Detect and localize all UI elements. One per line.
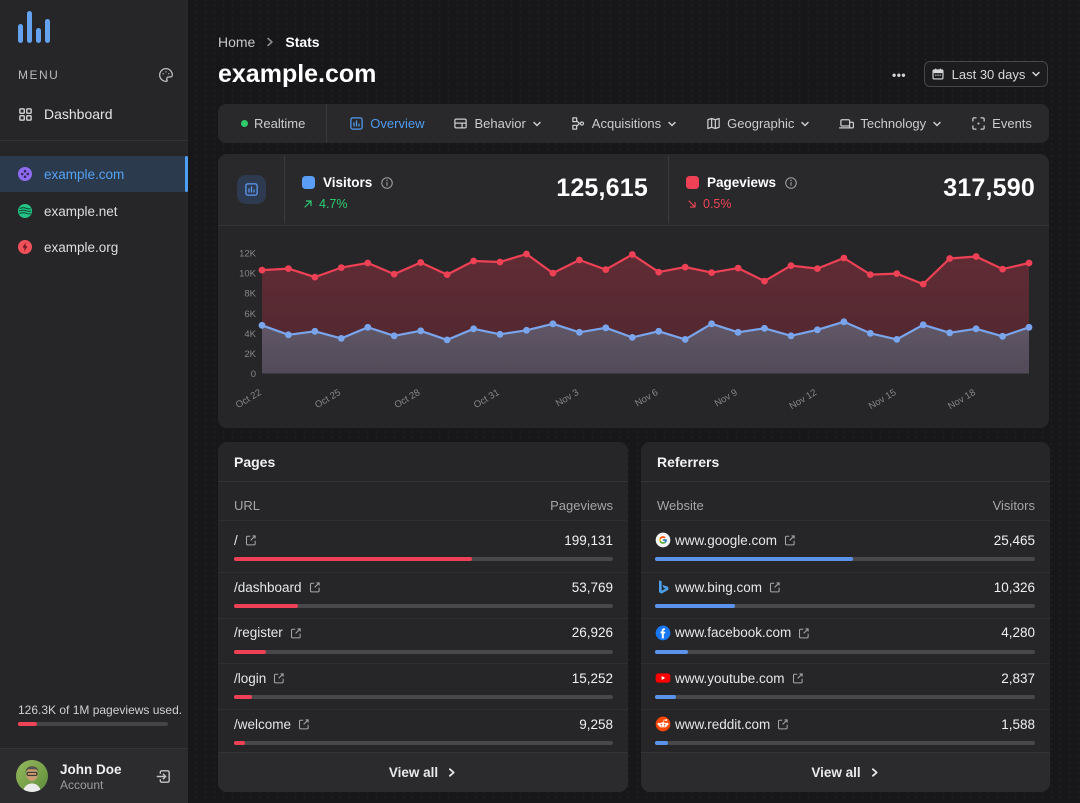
svg-text:4K: 4K xyxy=(244,329,256,340)
svg-text:Nov 15: Nov 15 xyxy=(867,387,898,412)
svg-text:Nov 12: Nov 12 xyxy=(787,387,818,412)
svg-text:Oct 28: Oct 28 xyxy=(393,387,423,411)
svg-text:2K: 2K xyxy=(244,349,256,360)
svg-text:10K: 10K xyxy=(239,269,257,280)
svg-text:Nov 9: Nov 9 xyxy=(713,387,740,409)
svg-text:Oct 25: Oct 25 xyxy=(313,387,343,411)
svg-text:8K: 8K xyxy=(244,289,256,300)
svg-text:Nov 3: Nov 3 xyxy=(554,387,581,409)
svg-text:Nov 18: Nov 18 xyxy=(946,387,977,412)
svg-text:6K: 6K xyxy=(244,309,256,320)
svg-text:Oct 22: Oct 22 xyxy=(234,387,264,411)
svg-text:Nov 6: Nov 6 xyxy=(633,387,660,409)
svg-text:12K: 12K xyxy=(239,249,257,260)
svg-text:Oct 31: Oct 31 xyxy=(472,387,502,411)
svg-text:0: 0 xyxy=(251,369,256,380)
